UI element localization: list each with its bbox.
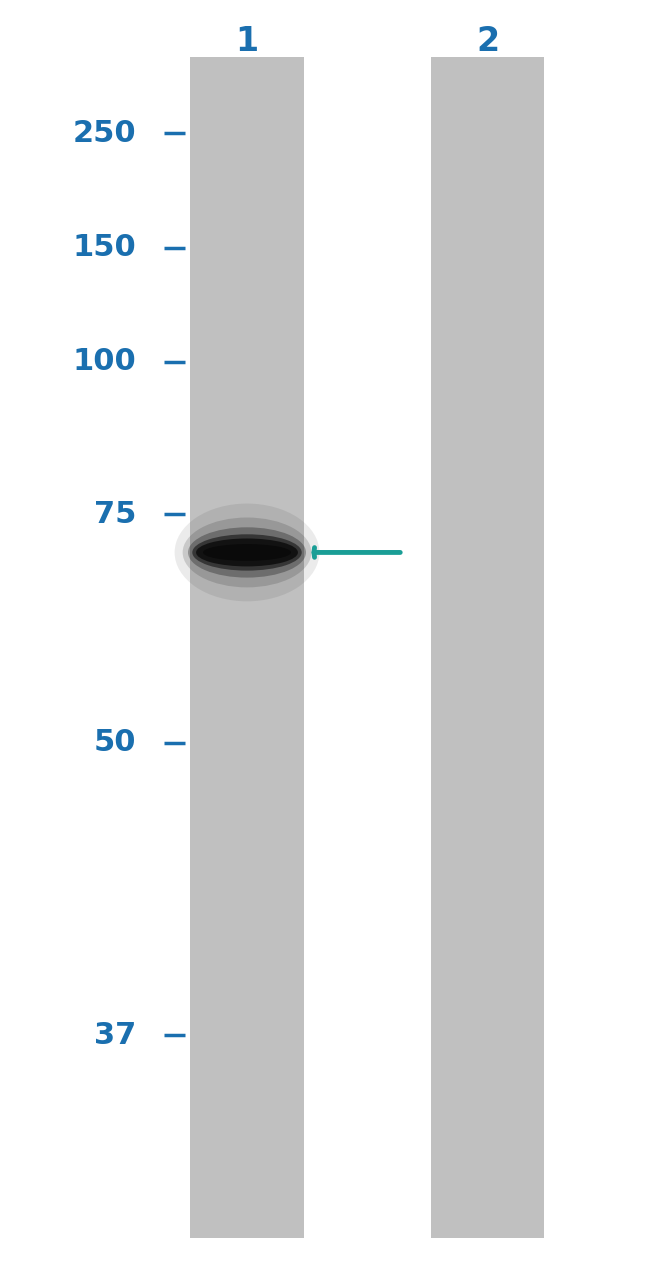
Text: 1: 1 xyxy=(235,25,259,58)
Text: 37: 37 xyxy=(94,1021,136,1049)
Ellipse shape xyxy=(188,527,306,578)
Ellipse shape xyxy=(192,535,302,570)
Text: 250: 250 xyxy=(73,119,136,147)
Ellipse shape xyxy=(175,504,319,602)
Ellipse shape xyxy=(196,538,298,566)
Text: 50: 50 xyxy=(94,729,136,757)
Text: 75: 75 xyxy=(94,500,136,528)
Ellipse shape xyxy=(203,544,291,561)
Text: 2: 2 xyxy=(476,25,499,58)
Ellipse shape xyxy=(183,518,311,587)
Text: 150: 150 xyxy=(73,234,136,262)
Text: 100: 100 xyxy=(73,348,136,376)
Bar xyxy=(430,57,545,1238)
Bar xyxy=(190,57,304,1238)
